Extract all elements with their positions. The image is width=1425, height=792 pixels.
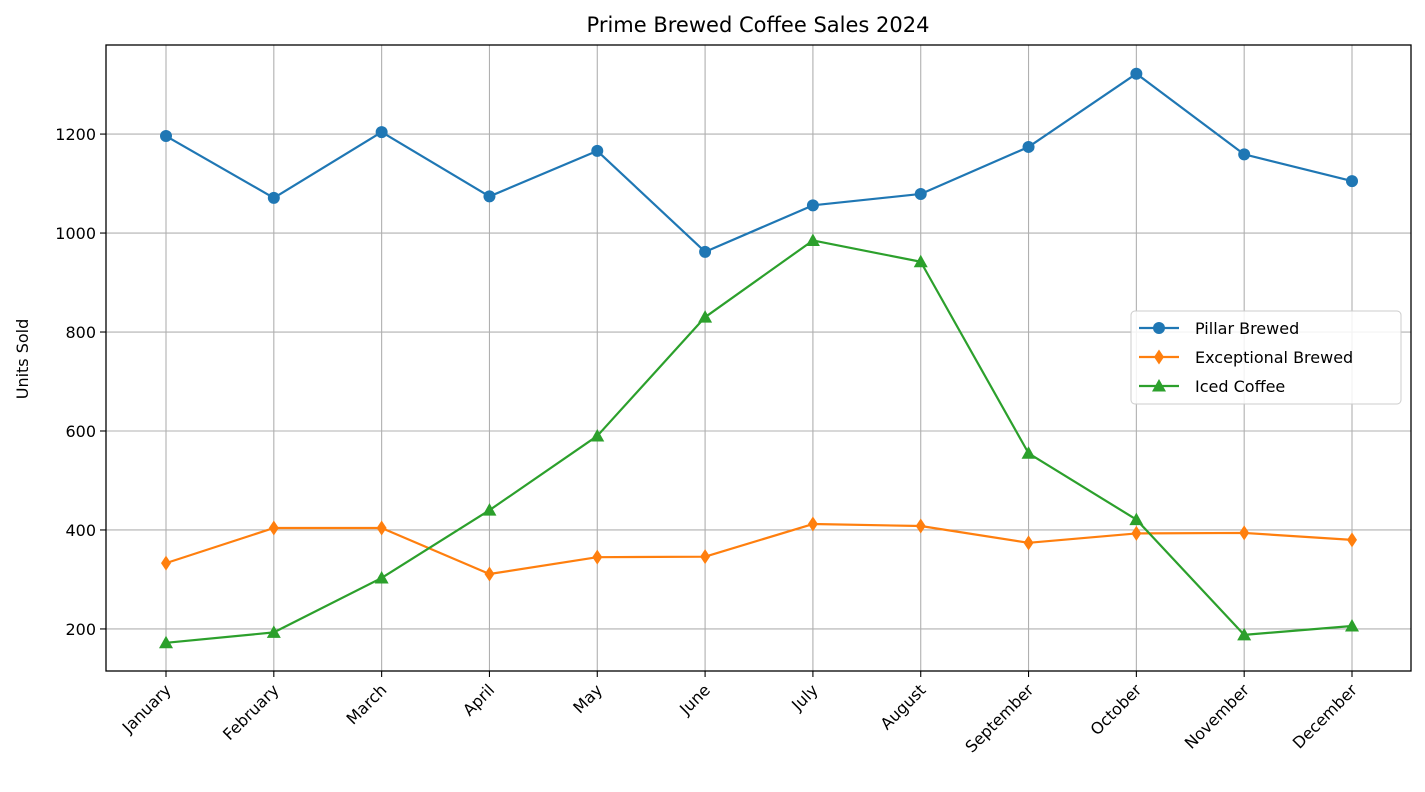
series-exceptional-brewed	[161, 516, 1357, 582]
y-tick-label: 400	[65, 521, 96, 540]
data-point-iced-coffee	[1345, 618, 1359, 632]
data-point-iced-coffee	[1129, 512, 1144, 526]
data-point-pillar-brewed	[806, 199, 819, 212]
data-point-exceptional-brewed	[484, 566, 495, 582]
legend-item-iced-coffee: Iced Coffee	[1139, 377, 1285, 396]
data-point-exceptional-brewed	[161, 555, 171, 571]
legend: Pillar Brewed Exceptional Brewed Iced Coff…	[1130, 310, 1402, 405]
y-tick-label: 200	[65, 620, 96, 639]
data-point-exceptional-brewed	[700, 549, 711, 565]
data-point-iced-coffee	[482, 503, 497, 516]
data-point-iced-coffee	[159, 635, 173, 649]
data-point-exceptional-brewed	[1023, 535, 1034, 551]
series-line-iced-coffee	[165, 239, 1353, 644]
data-point-exceptional-brewed	[1131, 525, 1142, 541]
data-point-exceptional-brewed	[376, 520, 387, 536]
plot-area-frame	[105, 44, 1412, 672]
series-iced-coffee	[159, 233, 1359, 649]
y-tick-label: 800	[65, 323, 96, 342]
legend-label: Exceptional Brewed	[1195, 348, 1353, 367]
legend-item-exceptional-brewed: Exceptional Brewed	[1139, 348, 1353, 367]
data-point-iced-coffee	[266, 625, 281, 638]
data-point-pillar-brewed	[267, 191, 280, 204]
data-point-iced-coffee	[913, 254, 928, 268]
data-point-exceptional-brewed	[915, 518, 926, 534]
y-axis-label: Units Sold	[13, 319, 32, 400]
legend-marker	[1154, 349, 1164, 365]
chart-title: Prime Brewed Coffee Sales 2024	[587, 13, 930, 37]
legend-marker	[1152, 379, 1166, 392]
data-point-iced-coffee	[805, 233, 820, 246]
legend-label: Iced Coffee	[1195, 377, 1285, 396]
data-point-exceptional-brewed	[592, 549, 603, 565]
y-axis-ticks: 200 400 600 800 1000 1200	[55, 125, 106, 639]
data-point-pillar-brewed	[160, 130, 172, 143]
series-layer	[159, 67, 1359, 649]
y-tick-label: 600	[65, 422, 96, 441]
legend-label: Pillar Brewed	[1195, 319, 1299, 338]
data-point-pillar-brewed	[591, 144, 604, 157]
series-line-exceptional-brewed	[165, 522, 1353, 576]
data-point-pillar-brewed	[1022, 140, 1035, 153]
legend-box	[1130, 310, 1402, 405]
legend-item-pillar-brewed: Pillar Brewed	[1139, 319, 1299, 338]
data-point-iced-coffee	[1237, 627, 1252, 641]
data-point-exceptional-brewed	[268, 520, 279, 536]
data-point-pillar-brewed	[1130, 67, 1143, 80]
data-point-pillar-brewed	[375, 126, 388, 139]
data-point-pillar-brewed	[1238, 148, 1251, 161]
y-tick-label: 1000	[55, 224, 96, 243]
data-point-exceptional-brewed	[1347, 532, 1357, 548]
data-point-pillar-brewed	[483, 190, 496, 203]
data-point-iced-coffee	[590, 428, 605, 442]
data-point-exceptional-brewed	[1239, 525, 1250, 541]
legend-marker	[1153, 322, 1165, 334]
data-point-iced-coffee	[374, 570, 389, 584]
data-point-pillar-brewed	[699, 245, 712, 258]
series-line-pillar-brewed	[165, 72, 1353, 253]
data-point-pillar-brewed	[1346, 175, 1358, 188]
data-point-exceptional-brewed	[807, 516, 818, 532]
data-point-pillar-brewed	[914, 187, 927, 200]
series-pillar-brewed	[160, 67, 1358, 258]
data-point-iced-coffee	[698, 310, 713, 323]
data-point-iced-coffee	[1021, 446, 1036, 459]
y-tick-label: 1200	[55, 125, 96, 144]
